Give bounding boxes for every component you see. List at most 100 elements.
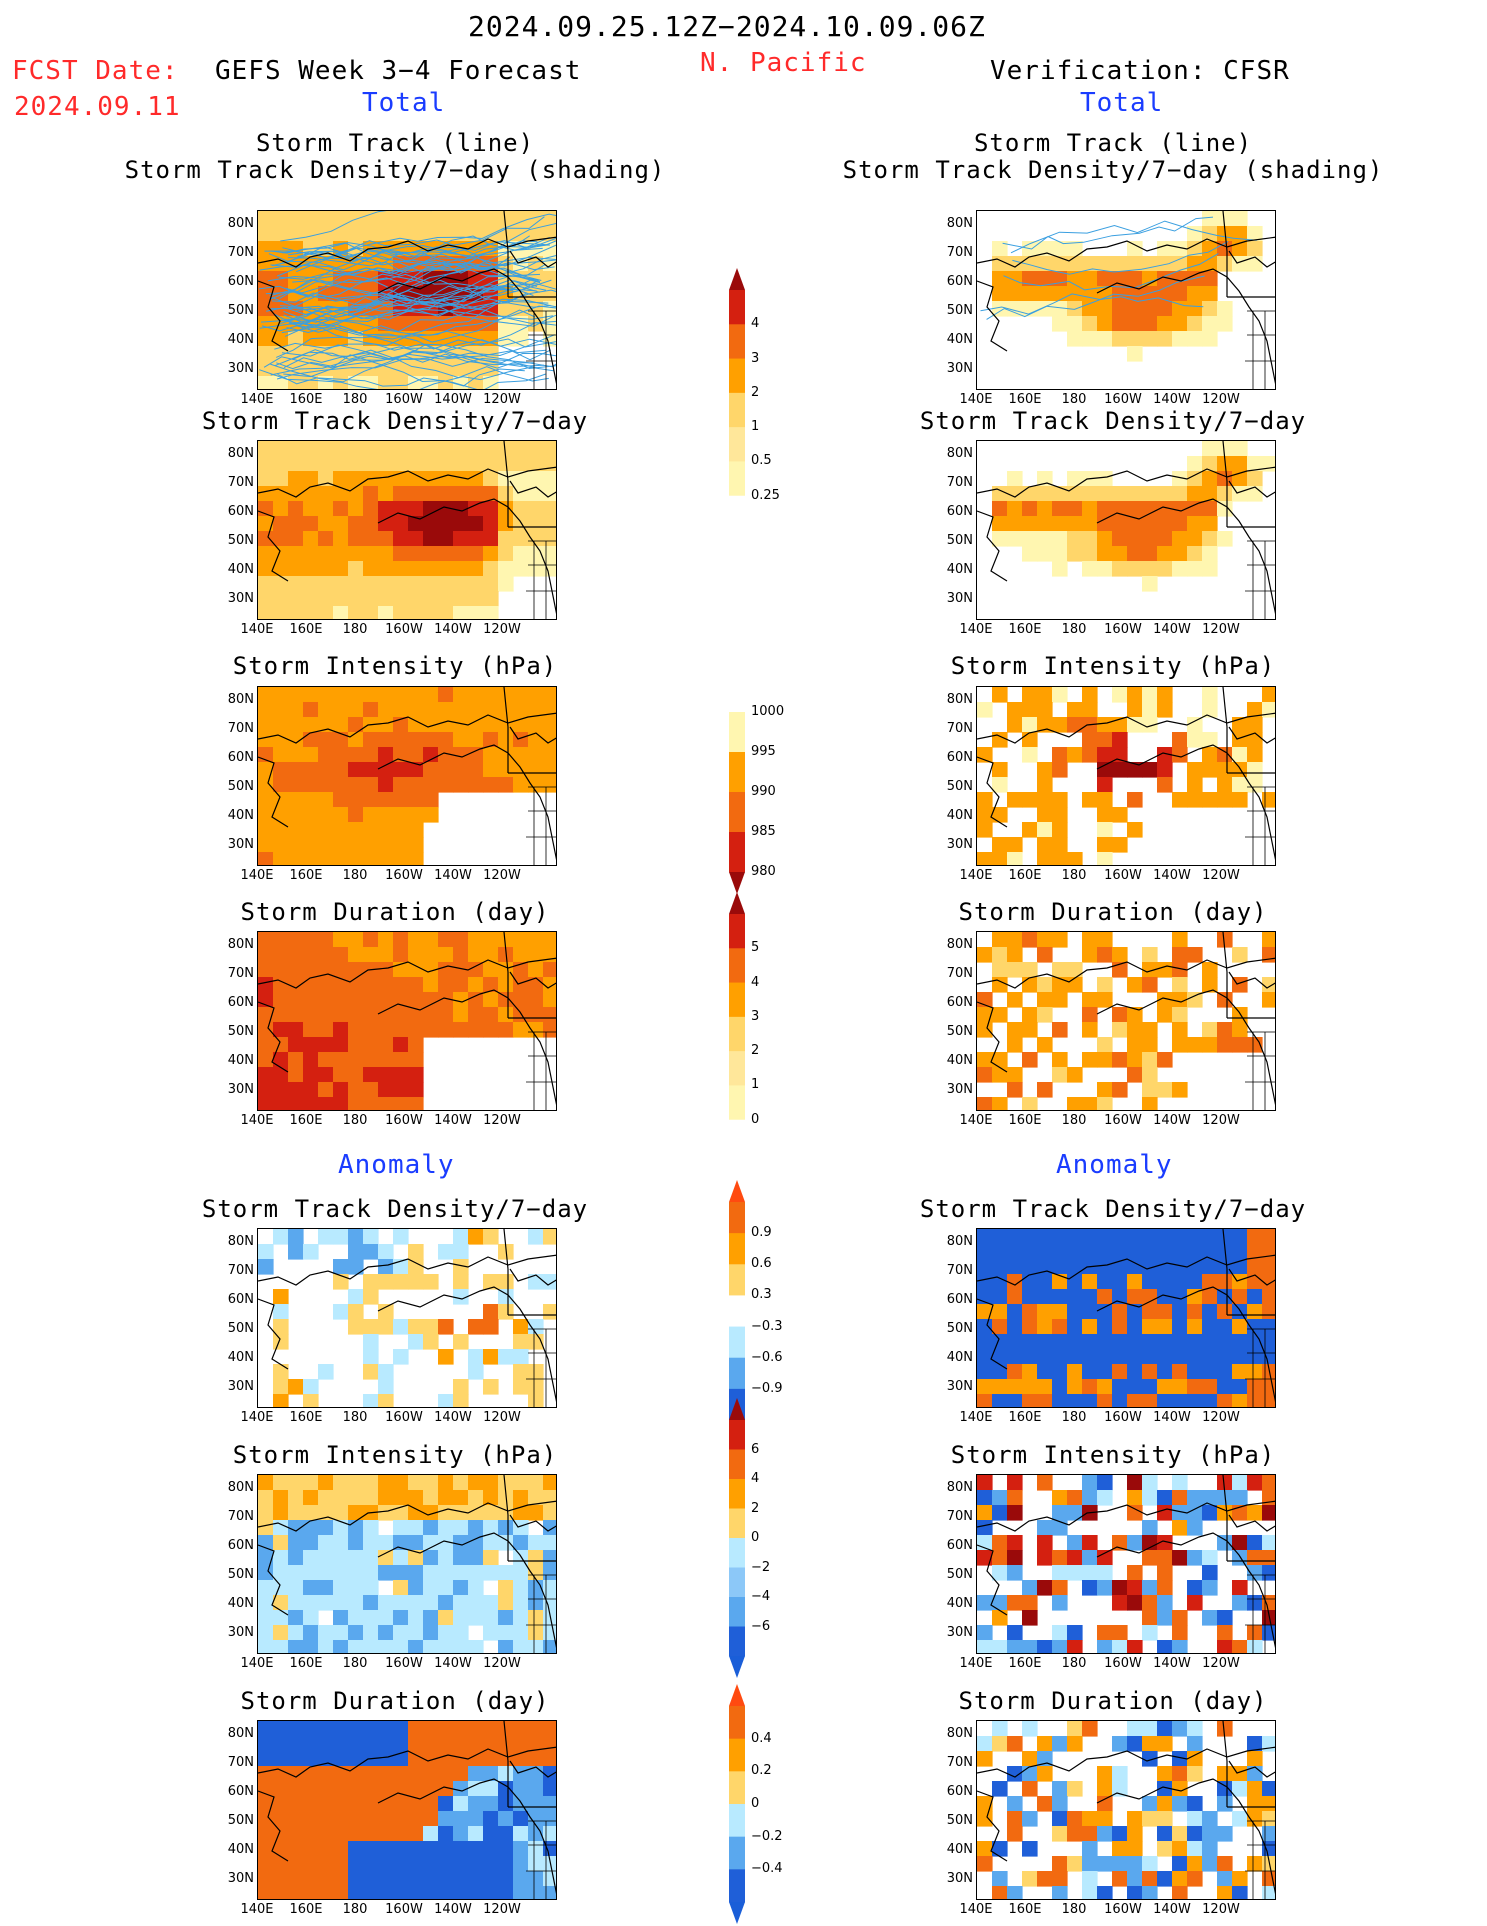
field-cell: [363, 211, 379, 227]
field-cell: [1172, 561, 1188, 577]
lat-tick-label: 40N: [227, 1842, 254, 1857]
field-cell: [977, 1259, 993, 1275]
field-cell: [258, 471, 274, 487]
lon-tick-label: 180: [1061, 392, 1087, 407]
field-cell: [363, 1082, 379, 1098]
field-cell: [1172, 1334, 1188, 1350]
field-cell: [1202, 1394, 1218, 1407]
field-cell: [438, 1535, 454, 1551]
field-cell: [1037, 762, 1053, 778]
field-cell: [273, 1475, 289, 1491]
field-cell: [1187, 1244, 1203, 1260]
field-cell: [288, 1856, 304, 1872]
lat-tick-label: 50N: [227, 1321, 254, 1336]
field-cell: [1022, 1334, 1038, 1350]
field-cell: [543, 1565, 556, 1581]
field-cell: [333, 1826, 349, 1842]
field-cell: [468, 1364, 484, 1380]
field-cell: [1052, 546, 1068, 562]
field-cell: [977, 1550, 993, 1566]
field-cell: [1097, 947, 1113, 963]
field-cell: [423, 546, 439, 562]
field-cell: [288, 807, 304, 823]
field-cell: [513, 1490, 529, 1506]
field-cell: [1262, 1535, 1275, 1551]
field-cell: [1157, 1736, 1173, 1752]
field-cell: [258, 1826, 274, 1842]
field-cell: [483, 591, 499, 607]
field-cell: [393, 1319, 409, 1335]
field-cell: [1082, 992, 1098, 1008]
field-cell: [483, 1565, 499, 1581]
field-cell: [1127, 286, 1143, 302]
storm-track-line: [276, 315, 553, 358]
field-cell: [348, 1082, 364, 1098]
lon-tick-label: 180: [1061, 1902, 1087, 1917]
field-cell: [453, 1565, 469, 1581]
field-cell: [1112, 1394, 1128, 1407]
field-cell: [498, 1766, 514, 1782]
field-cell: [468, 1007, 484, 1023]
field-cell: [1082, 732, 1098, 748]
field-cell: [453, 1475, 469, 1491]
field-cell: [977, 1007, 993, 1023]
field-cell: [498, 1565, 514, 1581]
field-cell: [423, 1475, 439, 1491]
field-cell: [1232, 762, 1248, 778]
field-cell: [408, 1580, 424, 1596]
field-cell: [438, 1007, 454, 1023]
field-cell: [258, 1082, 274, 1098]
field-cell: [1142, 1595, 1158, 1611]
field-cell: [1187, 1826, 1203, 1842]
field-cell: [453, 1490, 469, 1506]
colorbar-label: 0.5: [751, 453, 772, 469]
field-cell: [1052, 1811, 1068, 1827]
field-cell: [423, 576, 439, 592]
field-cell: [273, 932, 289, 948]
field-cell: [453, 992, 469, 1008]
field-cell: [273, 992, 289, 1008]
field-cell: [1157, 1595, 1173, 1611]
field-cell: [1247, 1796, 1263, 1812]
field-cell: [483, 471, 499, 487]
colorbar-segment: [729, 832, 745, 873]
field-cell: [258, 1721, 274, 1737]
field-cell: [1097, 837, 1113, 853]
field-cell: [273, 732, 289, 748]
field-cell: [992, 1490, 1008, 1506]
field-cell: [1037, 1334, 1053, 1350]
field-cell: [273, 1319, 289, 1335]
field-cell: [543, 1535, 556, 1551]
field-cell: [1097, 1259, 1113, 1275]
field-cell: [1187, 1334, 1203, 1350]
lon-tick-label: 160W: [385, 1113, 423, 1128]
coastline: [977, 1746, 1275, 1778]
field-cell: [528, 1364, 544, 1380]
field-cell: [393, 977, 409, 993]
field-cell: [468, 1751, 484, 1767]
field-cell: [1037, 1349, 1053, 1365]
field-cell: [453, 1007, 469, 1023]
field-cell: [423, 947, 439, 963]
field-cell: [363, 606, 379, 619]
field-cell: [1112, 1766, 1128, 1782]
field-cell: [1232, 1379, 1248, 1395]
field-cell: [1232, 1007, 1248, 1023]
field-cell: [303, 1766, 319, 1782]
field-cell: [483, 546, 499, 562]
field-cell: [1157, 687, 1173, 703]
field-cell: [483, 1022, 499, 1038]
field-cell: [483, 702, 499, 718]
field-cell: [258, 822, 274, 838]
field-cell: [318, 792, 334, 808]
field-cell: [408, 1841, 424, 1857]
field-cell: [483, 1736, 499, 1752]
field-cell: [1127, 1595, 1143, 1611]
field-cell: [1262, 1475, 1275, 1491]
field-cell: [393, 1826, 409, 1842]
field-cell: [1202, 1259, 1218, 1275]
field-cell: [378, 1364, 394, 1380]
field-cell: [378, 1007, 394, 1023]
field-cell: [348, 1721, 364, 1737]
field-cell: [1007, 1886, 1023, 1899]
